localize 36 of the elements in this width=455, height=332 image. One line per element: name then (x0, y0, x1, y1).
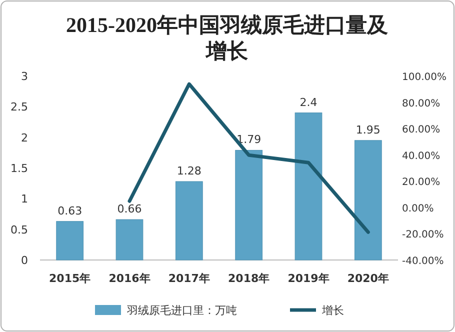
y-tick-label: 0.5 (10, 223, 28, 236)
y-tick-label: 2.5 (10, 100, 28, 114)
data-label: 0.66 (117, 202, 142, 216)
x-tick-label: 2020年 (347, 272, 389, 285)
y2-tick-label: 80.00% (402, 98, 440, 110)
x-tick-label: 2017年 (168, 272, 210, 285)
bar (294, 112, 322, 260)
bar (175, 181, 203, 260)
data-label: 2.4 (300, 96, 318, 109)
x-tick-label: 2015年 (49, 272, 91, 285)
data-label: 0.63 (58, 204, 82, 218)
bar (56, 221, 84, 260)
x-tick-label: 2016年 (108, 272, 150, 285)
y-tick-label: 3 (21, 70, 28, 83)
y-tick-label: 1.5 (10, 162, 28, 175)
x-tick-label: 2019年 (288, 272, 330, 285)
y2-tick-label: 0.00% (402, 203, 434, 214)
y2-tick-label: 100.00% (402, 72, 446, 83)
y2-tick-label: -20.00% (402, 230, 444, 241)
y-tick-label: 0 (21, 254, 28, 267)
y2-tick-label: 60.00% (402, 124, 440, 136)
data-label: 1.79 (236, 133, 262, 146)
y-tick-label: 2 (21, 131, 28, 144)
data-label: 1.28 (176, 164, 202, 178)
chart-title: 2015-2020年中国羽绒原毛进口量及增长 (66, 13, 388, 63)
y2-tick-label: -40.00% (402, 256, 444, 267)
legend-label: 增长 (321, 304, 344, 317)
bar (235, 150, 263, 260)
bar (354, 140, 382, 260)
data-label: 1.95 (356, 123, 380, 136)
y2-tick-label: 40.00% (402, 150, 440, 162)
bar (116, 219, 144, 260)
x-tick-label: 2018年 (228, 272, 270, 285)
y-tick-label: 1 (21, 192, 28, 206)
y2-tick-label: 20.00% (402, 177, 440, 188)
legend-label: 羽绒原毛进口里：万吨 (127, 304, 237, 317)
